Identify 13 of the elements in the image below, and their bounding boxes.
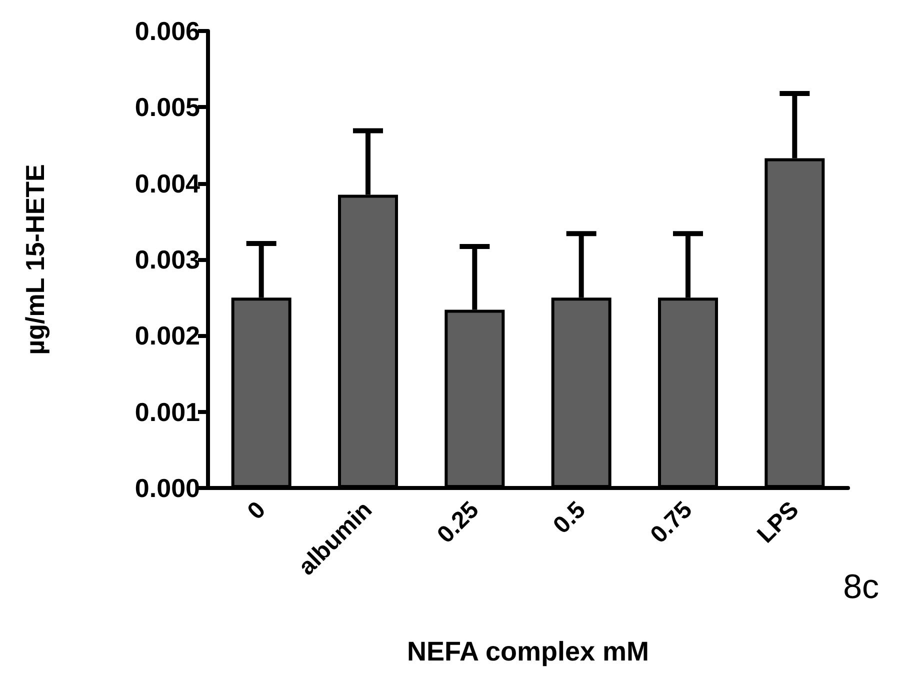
y-tick-label: 0.002 [134, 320, 200, 351]
y-tick-label: 0.004 [134, 168, 201, 198]
x-axis-title: NEFA complex mM [406, 636, 650, 666]
text: 8c [843, 568, 880, 606]
y-tick-label: 0.003 [134, 244, 200, 274]
y-tick-label: 0.005 [134, 92, 200, 122]
x-tick-label: 0.75 [645, 496, 698, 549]
y-tick-label: 0.000 [134, 473, 200, 503]
y-tick-label: 0.006 [134, 16, 200, 46]
y-axis-title: µg/mL 15-HETE [20, 164, 50, 355]
y-tick-label: 0.001 [134, 396, 200, 427]
x-tick-label: 0.5 [548, 496, 591, 540]
x-tick-label: 0 [242, 496, 271, 525]
